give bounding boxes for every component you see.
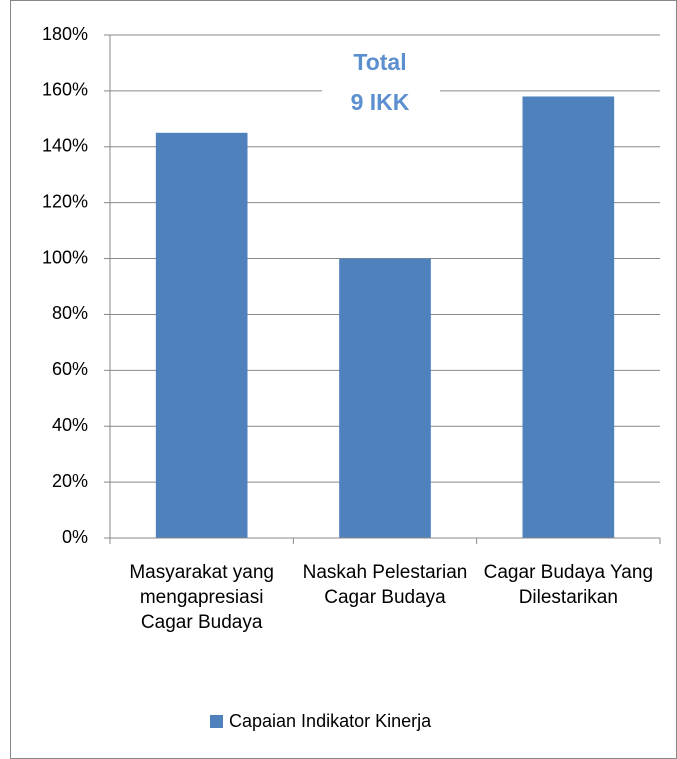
bar (339, 258, 431, 538)
y-tick-label: 0% (62, 527, 88, 547)
bar (522, 96, 615, 538)
y-tick-label: 180% (42, 24, 88, 44)
x-tick-label: Cagar Budaya Yang Dilestarikan (483, 562, 654, 608)
x-tick-label: Naskah Pelestarian Cagar Budaya (302, 562, 468, 608)
annotation: 9 IKK (351, 89, 410, 115)
y-tick-label: 20% (52, 471, 88, 491)
y-tick-label: 120% (42, 191, 88, 211)
annotation: Total (353, 49, 406, 75)
legend-label: Capaian Indikator Kinerja (229, 711, 432, 731)
y-tick-label: 60% (52, 359, 88, 379)
y-tick-label: 100% (42, 247, 88, 267)
y-tick-label: 40% (52, 415, 88, 435)
y-tick-label: 140% (42, 136, 88, 156)
bar (155, 132, 248, 539)
x-tick-label: Masyarakat yang mengapresiasi Cagar Buda… (129, 562, 274, 633)
annotation-box (322, 40, 440, 128)
legend-swatch (210, 715, 223, 728)
y-tick-label: 80% (52, 303, 88, 323)
y-tick-label: 160% (42, 80, 88, 100)
